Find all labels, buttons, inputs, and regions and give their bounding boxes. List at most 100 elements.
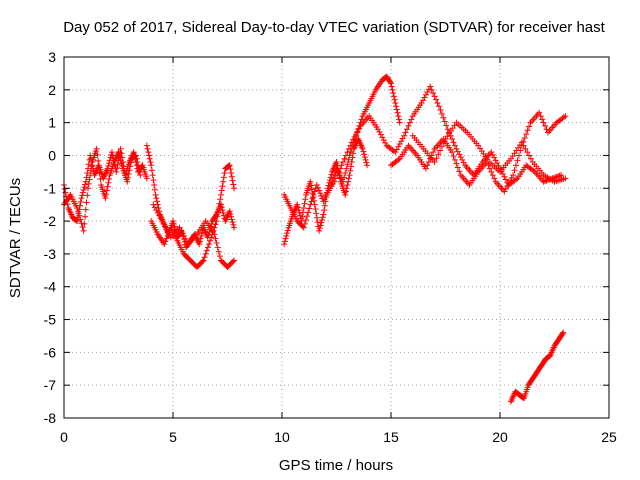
data-point bbox=[363, 159, 370, 166]
data-point bbox=[320, 211, 327, 218]
data-point bbox=[156, 212, 163, 219]
data-point bbox=[313, 210, 320, 217]
data-point bbox=[342, 188, 349, 195]
data-point bbox=[492, 157, 499, 164]
data-point bbox=[421, 94, 428, 101]
data-point bbox=[502, 185, 509, 192]
data-point bbox=[524, 149, 531, 156]
data-point bbox=[438, 143, 445, 150]
data-point bbox=[208, 234, 215, 241]
series-arc-8 bbox=[322, 83, 565, 198]
data-point bbox=[433, 155, 440, 162]
data-point bbox=[166, 231, 173, 238]
data-point bbox=[353, 131, 360, 138]
data-point bbox=[227, 166, 234, 173]
data-point bbox=[443, 122, 450, 129]
data-point bbox=[144, 145, 151, 152]
data-point bbox=[182, 235, 189, 242]
data-point bbox=[425, 159, 432, 166]
data-point bbox=[435, 151, 442, 158]
data-point bbox=[212, 235, 219, 242]
data-point bbox=[321, 207, 328, 214]
data-point bbox=[396, 119, 403, 126]
data-point bbox=[157, 215, 164, 222]
y-tick-label: 1 bbox=[48, 115, 56, 131]
y-tick-label: 0 bbox=[48, 147, 56, 163]
data-point bbox=[231, 224, 238, 231]
data-point bbox=[117, 157, 124, 164]
data-point bbox=[103, 191, 110, 198]
data-point bbox=[437, 147, 444, 154]
data-point bbox=[62, 189, 69, 196]
data-point bbox=[317, 222, 324, 229]
data-point bbox=[231, 257, 238, 264]
data-point bbox=[220, 174, 227, 181]
data-point bbox=[536, 109, 543, 116]
data-point bbox=[332, 175, 339, 182]
data-point bbox=[162, 238, 169, 245]
data-point bbox=[389, 86, 396, 93]
data-point bbox=[331, 178, 338, 185]
data-point bbox=[308, 198, 315, 205]
data-point bbox=[359, 145, 366, 152]
data-point bbox=[196, 241, 203, 248]
data-point bbox=[296, 209, 303, 216]
data-point bbox=[83, 199, 90, 206]
data-point bbox=[340, 178, 347, 185]
data-point bbox=[164, 229, 171, 236]
data-point bbox=[393, 103, 400, 110]
data-point bbox=[321, 202, 328, 209]
data-point bbox=[105, 179, 112, 186]
data-point bbox=[143, 175, 150, 182]
data-point bbox=[75, 208, 82, 215]
data-point bbox=[395, 116, 402, 123]
data-point bbox=[512, 162, 519, 169]
data-point bbox=[226, 208, 233, 215]
data-point bbox=[124, 174, 131, 181]
data-point bbox=[148, 162, 155, 169]
data-point bbox=[114, 165, 121, 172]
data-point bbox=[338, 162, 345, 169]
data-point bbox=[488, 168, 495, 175]
data-point bbox=[126, 167, 133, 174]
data-point bbox=[113, 168, 120, 175]
data-point bbox=[201, 254, 208, 261]
data-point bbox=[317, 190, 324, 197]
data-point bbox=[150, 201, 157, 208]
data-point bbox=[219, 183, 226, 190]
data-point bbox=[515, 152, 522, 159]
data-point bbox=[227, 210, 234, 217]
data-point bbox=[350, 150, 357, 157]
data-point bbox=[337, 165, 344, 172]
data-point bbox=[74, 204, 81, 211]
data-point bbox=[454, 164, 461, 171]
data-point bbox=[341, 155, 348, 162]
data-point bbox=[440, 114, 447, 121]
data-point bbox=[282, 235, 289, 242]
data-point bbox=[73, 217, 80, 224]
data-point bbox=[343, 185, 350, 192]
x-tick-label: 10 bbox=[274, 429, 290, 445]
data-point bbox=[132, 153, 139, 160]
data-point bbox=[344, 161, 351, 168]
data-point bbox=[512, 176, 519, 183]
data-point bbox=[105, 162, 112, 169]
data-point bbox=[108, 151, 115, 158]
data-point bbox=[504, 183, 511, 190]
data-point bbox=[526, 123, 533, 130]
data-point bbox=[301, 220, 308, 227]
data-point bbox=[77, 216, 84, 223]
data-point bbox=[229, 219, 236, 226]
data-point bbox=[347, 167, 354, 174]
data-point bbox=[229, 177, 236, 184]
y-tick-label: 2 bbox=[48, 82, 56, 98]
data-point bbox=[230, 221, 237, 228]
data-point bbox=[382, 139, 389, 146]
data-point bbox=[106, 160, 113, 167]
series-arc-7 bbox=[281, 73, 403, 231]
data-point bbox=[283, 232, 290, 239]
grid-lines bbox=[64, 57, 609, 418]
data-point bbox=[211, 231, 218, 238]
data-point bbox=[562, 175, 569, 182]
data-point bbox=[491, 175, 498, 182]
